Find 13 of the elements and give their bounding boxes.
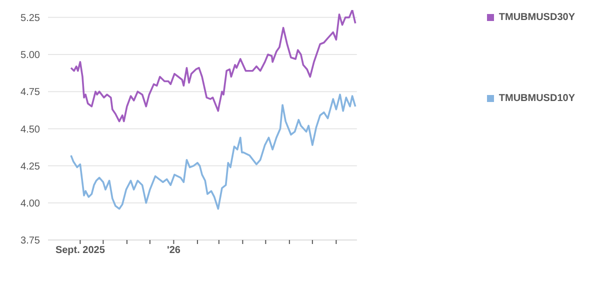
legend-label: TMUBMUSD30Y: [498, 12, 575, 23]
y-tick-label: 4.25: [20, 161, 40, 172]
legend-label: TMUBMUSD10Y: [498, 93, 575, 104]
line-series: [70, 94, 356, 210]
y-tick-label: 4.75: [20, 87, 40, 98]
x-tick-label: Sept. 2025: [55, 245, 106, 256]
x-tick-label: '26: [166, 245, 181, 256]
line-series: [70, 10, 356, 122]
y-tick-label: 4.00: [20, 198, 40, 210]
y-tick-label: 4.50: [20, 124, 40, 136]
y-tick-label: 3.75: [20, 236, 40, 247]
y-tick-label: 5.00: [20, 50, 40, 62]
y-tick-label: 5.25: [20, 12, 40, 24]
